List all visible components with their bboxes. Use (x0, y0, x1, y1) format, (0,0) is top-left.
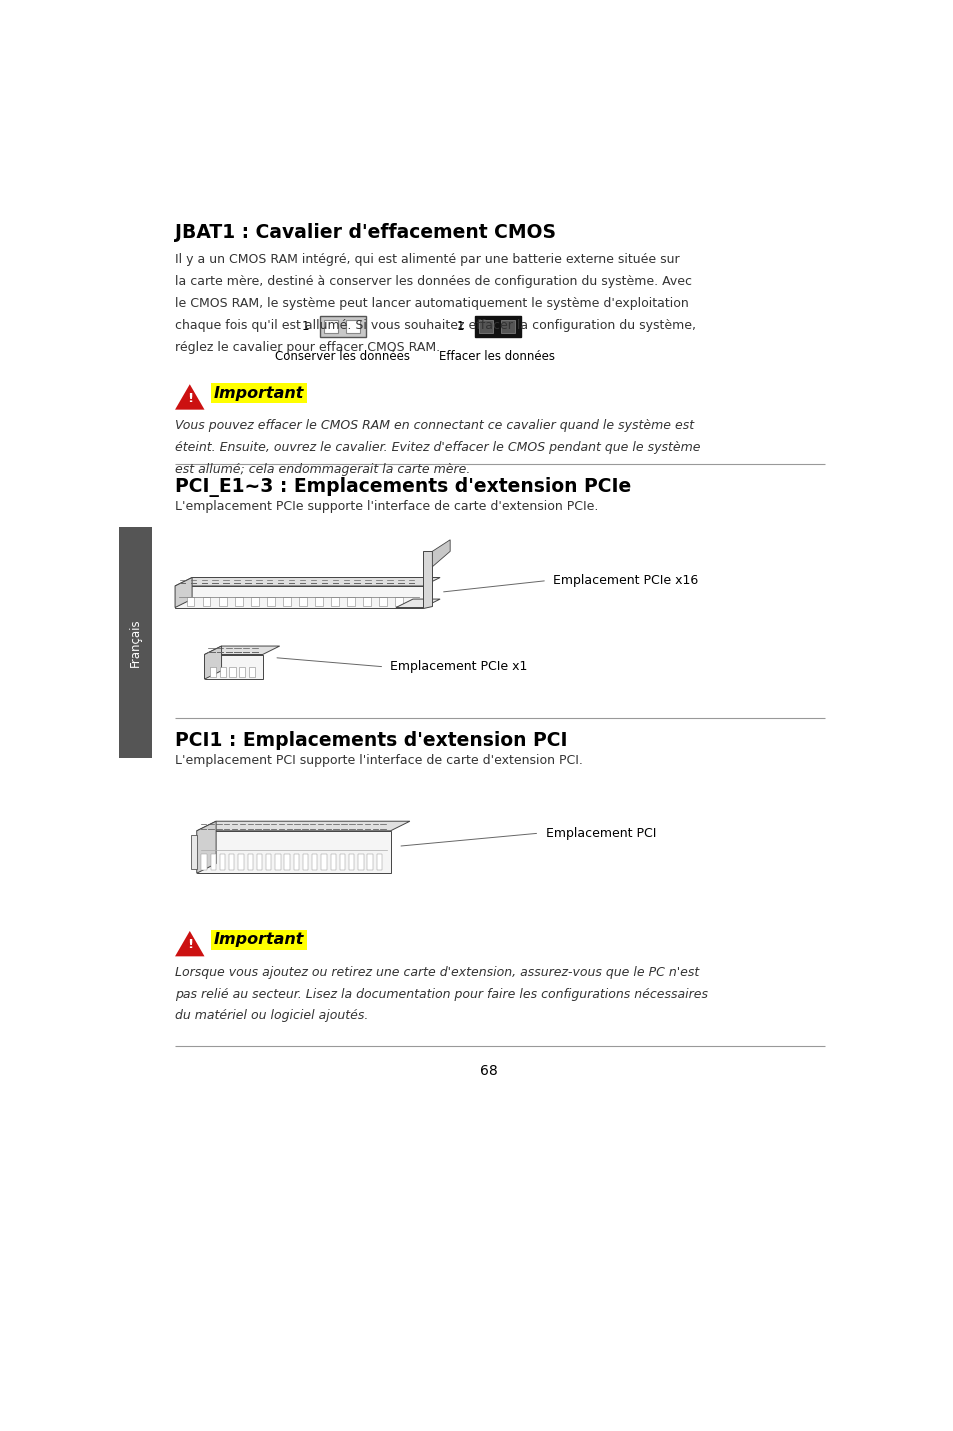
Text: !: ! (187, 939, 193, 952)
FancyBboxPatch shape (478, 319, 493, 333)
FancyBboxPatch shape (312, 854, 317, 870)
Text: Conserver les données: Conserver les données (274, 349, 410, 362)
Text: chaque fois qu'il est allumé. Si vous souhaitez effacer la configuration du syst: chaque fois qu'il est allumé. Si vous so… (174, 319, 696, 332)
FancyBboxPatch shape (475, 316, 521, 338)
FancyBboxPatch shape (357, 854, 363, 870)
Polygon shape (196, 821, 216, 873)
Text: !: ! (187, 392, 193, 405)
FancyBboxPatch shape (234, 597, 242, 605)
FancyBboxPatch shape (346, 319, 360, 333)
Text: 68: 68 (479, 1065, 497, 1078)
FancyBboxPatch shape (249, 667, 254, 677)
Text: Lorsque vous ajoutez ou retirez une carte d'extension, assurez-vous que le PC n': Lorsque vous ajoutez ou retirez une cart… (174, 966, 699, 979)
Text: Vous pouvez effacer le CMOS RAM en connectant ce cavalier quand le système est: Vous pouvez effacer le CMOS RAM en conne… (174, 419, 694, 432)
Text: PCI1 : Emplacements d'extension PCI: PCI1 : Emplacements d'extension PCI (174, 731, 567, 750)
Text: la carte mère, destiné à conserver les données de configuration du système. Avec: la carte mère, destiné à conserver les d… (174, 275, 691, 288)
FancyBboxPatch shape (211, 854, 215, 870)
FancyBboxPatch shape (363, 597, 371, 605)
FancyBboxPatch shape (251, 597, 258, 605)
Text: Emplacement PCIe x1: Emplacement PCIe x1 (390, 660, 527, 674)
Polygon shape (204, 645, 279, 654)
Text: 1: 1 (301, 321, 309, 333)
FancyBboxPatch shape (239, 667, 245, 677)
Text: 1: 1 (456, 321, 464, 333)
FancyBboxPatch shape (283, 597, 291, 605)
Text: JBAT1 : Cavalier d'effacement CMOS: JBAT1 : Cavalier d'effacement CMOS (174, 223, 556, 242)
FancyBboxPatch shape (379, 597, 387, 605)
FancyBboxPatch shape (395, 597, 403, 605)
FancyBboxPatch shape (302, 854, 308, 870)
FancyBboxPatch shape (210, 667, 216, 677)
FancyBboxPatch shape (330, 854, 335, 870)
FancyBboxPatch shape (314, 597, 322, 605)
Text: L'emplacement PCIe supporte l'interface de carte d'extension PCIe.: L'emplacement PCIe supporte l'interface … (174, 499, 598, 512)
FancyBboxPatch shape (274, 854, 280, 870)
FancyBboxPatch shape (238, 854, 243, 870)
Text: éteint. Ensuite, ouvrez le cavalier. Evitez d'effacer le CMOS pendant que le sys: éteint. Ensuite, ouvrez le cavalier. Evi… (174, 441, 700, 454)
FancyBboxPatch shape (347, 597, 355, 605)
FancyBboxPatch shape (218, 597, 226, 605)
Polygon shape (196, 821, 410, 831)
FancyBboxPatch shape (376, 854, 381, 870)
Text: est allumé; cela endommagerait la carte mère.: est allumé; cela endommagerait la carte … (174, 462, 470, 475)
Text: Effacer les données: Effacer les données (439, 349, 555, 362)
Text: le CMOS RAM, le système peut lancer automatiquement le système d'exploitation: le CMOS RAM, le système peut lancer auto… (174, 298, 688, 311)
Text: pas relié au secteur. Lisez la documentation pour faire les configurations néces: pas relié au secteur. Lisez la documenta… (174, 987, 707, 1000)
FancyBboxPatch shape (247, 854, 253, 870)
Polygon shape (196, 831, 390, 873)
Text: L'emplacement PCI supporte l'interface de carte d'extension PCI.: L'emplacement PCI supporte l'interface d… (174, 754, 582, 767)
Text: Français: Français (129, 618, 142, 667)
Polygon shape (432, 539, 450, 567)
Text: réglez le cavalier pour effacer CMOS RAM.: réglez le cavalier pour effacer CMOS RAM… (174, 341, 439, 353)
FancyBboxPatch shape (500, 319, 515, 333)
FancyBboxPatch shape (331, 597, 338, 605)
FancyBboxPatch shape (349, 854, 354, 870)
Text: Important: Important (213, 386, 304, 401)
FancyBboxPatch shape (119, 527, 152, 757)
Polygon shape (174, 585, 422, 608)
FancyBboxPatch shape (284, 854, 290, 870)
FancyBboxPatch shape (294, 854, 298, 870)
Text: Emplacement PCIe x16: Emplacement PCIe x16 (553, 574, 698, 587)
Text: Emplacement PCI: Emplacement PCI (545, 827, 656, 840)
FancyBboxPatch shape (201, 854, 207, 870)
Polygon shape (395, 600, 439, 608)
FancyBboxPatch shape (321, 854, 326, 870)
Polygon shape (174, 578, 439, 585)
FancyBboxPatch shape (187, 597, 194, 605)
FancyBboxPatch shape (219, 667, 226, 677)
FancyBboxPatch shape (367, 854, 373, 870)
Text: Important: Important (213, 933, 304, 947)
Polygon shape (174, 578, 192, 608)
FancyBboxPatch shape (203, 597, 211, 605)
FancyBboxPatch shape (339, 854, 345, 870)
Polygon shape (204, 654, 262, 680)
Text: Il y a un CMOS RAM intégré, qui est alimenté par une batterie externe située sur: Il y a un CMOS RAM intégré, qui est alim… (174, 253, 679, 266)
Polygon shape (204, 645, 221, 680)
FancyBboxPatch shape (229, 854, 234, 870)
Text: PCI_E1~3 : Emplacements d'extension PCIe: PCI_E1~3 : Emplacements d'extension PCIe (174, 477, 631, 497)
Polygon shape (422, 551, 432, 608)
Polygon shape (174, 932, 204, 956)
FancyBboxPatch shape (298, 597, 307, 605)
FancyBboxPatch shape (319, 316, 366, 338)
FancyBboxPatch shape (267, 597, 274, 605)
Polygon shape (191, 836, 196, 869)
FancyBboxPatch shape (219, 854, 225, 870)
FancyBboxPatch shape (323, 319, 337, 333)
FancyBboxPatch shape (266, 854, 271, 870)
Text: du matériel ou logiciel ajoutés.: du matériel ou logiciel ajoutés. (174, 1009, 368, 1023)
FancyBboxPatch shape (230, 667, 235, 677)
FancyBboxPatch shape (256, 854, 262, 870)
Polygon shape (174, 385, 204, 409)
